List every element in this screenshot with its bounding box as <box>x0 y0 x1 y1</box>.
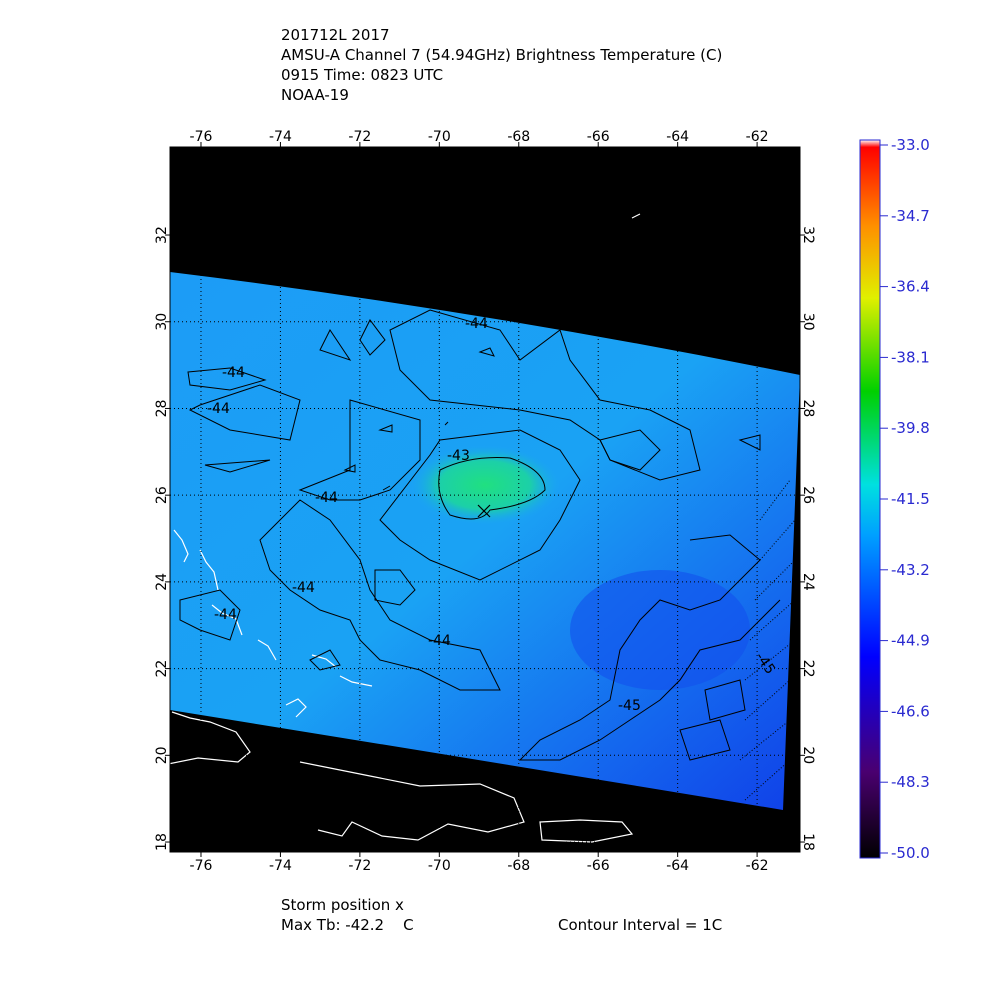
footer: Storm position x Max Tb: -42.2 C Contour… <box>281 896 722 934</box>
lat-tick-label: 32 <box>800 226 816 244</box>
lon-tick-label: -62 <box>746 858 769 874</box>
lat-tick-label: 18 <box>154 833 170 851</box>
lon-tick-label: -70 <box>428 129 451 145</box>
header-line: AMSU-A Channel 7 (54.94GHz) Brightness T… <box>281 46 722 64</box>
colorbar-tick-label: -41.5 <box>891 490 930 508</box>
lon-tick-label: -74 <box>269 858 292 874</box>
coastlines <box>167 213 641 843</box>
colorbar-tick-label: -50.0 <box>891 844 930 862</box>
contour-label: -44 <box>222 365 245 381</box>
contour-label: -45 <box>618 698 641 714</box>
lon-tick-label: -74 <box>269 129 292 145</box>
lon-tick-label: -72 <box>348 858 371 874</box>
contour-label: -44 <box>207 401 230 417</box>
lat-tick-label: 18 <box>800 833 816 851</box>
colorbar-tick-label: -34.7 <box>891 207 930 225</box>
header-line: NOAA-19 <box>281 86 349 104</box>
footer-text: Contour Interval = 1C <box>558 916 722 934</box>
lon-tick-label: -68 <box>507 858 530 874</box>
lat-tick-label: 32 <box>154 226 170 244</box>
ticks: -76 -76 -74 -74 -72 -72 -70 -70 -68 -68 -66 -66 -64 -… <box>154 129 816 874</box>
lat-tick-label: 24 <box>800 573 816 591</box>
colorbar-tick-label: -33.0 <box>891 136 930 154</box>
colorbar-tick-label: -44.9 <box>891 632 930 650</box>
colorbar: -33.0 -34.7 -36.4 -38.1 -39.8 -41.5 -43.2 -44.9… <box>859 136 930 862</box>
storm-marker <box>477 504 491 518</box>
footer-text: Storm position x <box>281 896 404 914</box>
lat-tick-label: 26 <box>154 486 170 504</box>
colorbar-tick-label: -36.4 <box>891 278 930 296</box>
contour-label: -44 <box>465 316 488 332</box>
footer-text: Max Tb: -42.2 C <box>281 916 414 934</box>
lon-tick-label: -76 <box>190 858 213 874</box>
colorbar-tick-label: -48.3 <box>891 773 930 791</box>
lat-tick-label: 22 <box>154 660 170 678</box>
contour-label: -44 <box>292 580 315 596</box>
lon-tick-label: -66 <box>587 129 610 145</box>
colorbar-tick-label: -38.1 <box>891 348 930 366</box>
contours <box>179 309 796 801</box>
warm-core <box>410 445 560 525</box>
lat-tick-label: 28 <box>800 400 816 418</box>
lon-tick-label: -68 <box>507 129 530 145</box>
cool-region <box>570 570 750 690</box>
lat-tick-label: 30 <box>154 313 170 331</box>
header-line: 0915 Time: 0823 UTC <box>281 66 443 84</box>
colorbar-tick-label: -43.2 <box>891 561 930 579</box>
lat-tick-label: 20 <box>154 746 170 764</box>
colorbar-tick-label: -39.8 <box>891 419 930 437</box>
contour-label: -44 <box>315 490 338 506</box>
lon-tick-label: -64 <box>666 129 689 145</box>
lon-tick-label: -66 <box>587 858 610 874</box>
lon-tick-label: -64 <box>666 858 689 874</box>
colorbar-tick-label: -46.6 <box>891 702 930 720</box>
contour-label: -44 <box>214 607 237 623</box>
lat-tick-label: 26 <box>800 486 816 504</box>
lon-tick-label: -76 <box>190 129 213 145</box>
colorbar-scale <box>859 139 881 859</box>
map: -44 -44 -44 -43 -44 -44 -44 -44 -45 -45 <box>167 146 801 853</box>
lat-tick-label: 24 <box>154 573 170 591</box>
contour-label: -43 <box>447 448 470 464</box>
lat-tick-label: 20 <box>800 746 816 764</box>
lat-tick-label: 22 <box>800 660 816 678</box>
lon-tick-label: -62 <box>746 129 769 145</box>
lon-tick-label: -70 <box>428 858 451 874</box>
header-line: 201712L 2017 <box>281 26 390 44</box>
map-frame <box>169 146 801 853</box>
contour-label: -44 <box>428 633 451 649</box>
graticule <box>170 147 800 852</box>
contour-labels: -44 -44 -44 -43 -44 -44 -44 -44 -45 -45 <box>207 316 778 714</box>
lon-tick-label: -72 <box>348 129 371 145</box>
lat-tick-label: 28 <box>154 400 170 418</box>
lat-tick-label: 30 <box>800 313 816 331</box>
header: 201712L 2017 AMSU-A Channel 7 (54.94GHz)… <box>281 26 722 104</box>
